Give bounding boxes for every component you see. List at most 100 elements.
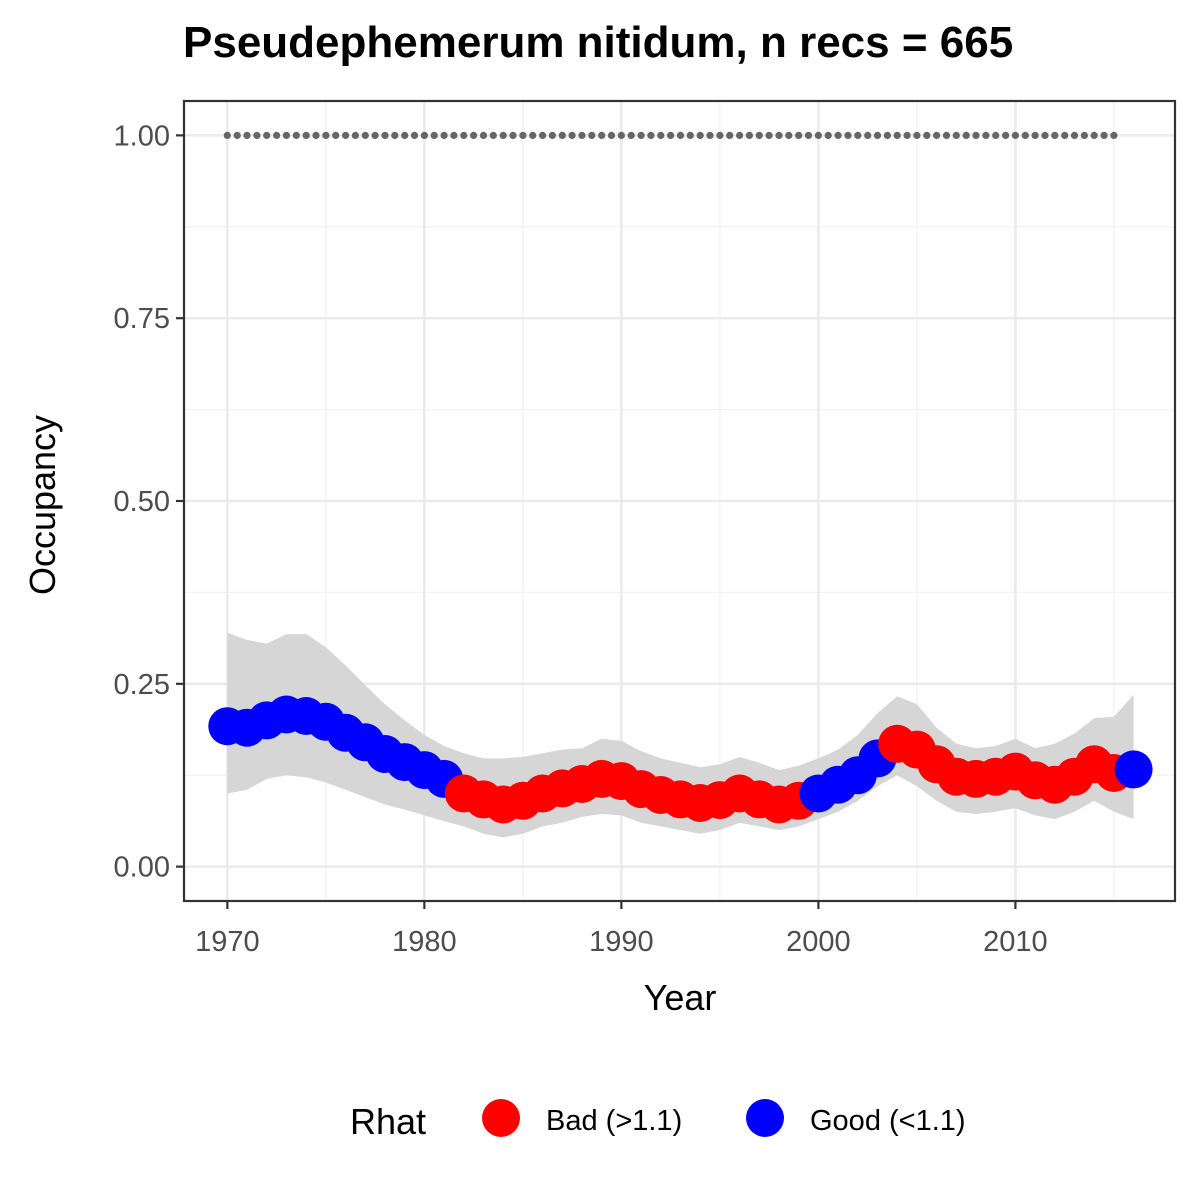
reference-dot [1021, 131, 1029, 139]
reference-dot [430, 131, 438, 139]
legend-key-good [746, 1099, 784, 1137]
reference-dot [1031, 131, 1039, 139]
reference-dot [558, 131, 566, 139]
reference-dot [539, 131, 547, 139]
reference-dot [282, 131, 290, 139]
reference-dot [322, 131, 330, 139]
x-tick-label: 2010 [983, 926, 1048, 958]
y-tick-label: 0.75 [114, 303, 170, 335]
reference-dot [302, 131, 310, 139]
reference-dot [460, 131, 468, 139]
reference-dot [233, 131, 241, 139]
legend-label-good: Good (<1.1) [810, 1105, 966, 1137]
x-axis: 1970 1980 1990 2000 2010 [195, 901, 1048, 958]
x-tick-label: 1980 [392, 926, 457, 958]
y-tick-label: 0.50 [114, 486, 170, 518]
reference-dot [578, 131, 586, 139]
reference-dot [243, 131, 251, 139]
reference-dot [736, 131, 744, 139]
reference-dot [804, 131, 813, 139]
reference-dot [391, 131, 399, 139]
reference-dot [933, 131, 941, 139]
reference-dot [844, 131, 852, 139]
reference-dot [913, 131, 921, 139]
reference-dot [795, 131, 803, 139]
reference-dot [381, 131, 389, 139]
reference-dot [312, 131, 320, 139]
reference-dot [893, 131, 901, 139]
reference-dot [617, 131, 626, 139]
reference-dot [1100, 131, 1108, 139]
legend-key-bad [482, 1099, 520, 1137]
reference-dot [785, 131, 793, 139]
reference-dot [627, 131, 635, 139]
reference-dot [607, 131, 616, 139]
reference-dot [361, 131, 369, 139]
reference-dot [450, 131, 458, 139]
reference-dot [923, 131, 931, 139]
reference-dot [410, 131, 419, 139]
reference-dot [332, 131, 340, 139]
y-axis: 0.00 0.25 0.50 0.75 1.00 [114, 120, 184, 884]
y-tick-label: 1.00 [114, 120, 170, 152]
reference-dot [765, 131, 773, 139]
reference-dot [824, 131, 832, 139]
x-axis-title: Year [644, 977, 717, 1018]
y-tick-label: 0.00 [114, 852, 170, 884]
reference-dot [253, 131, 261, 139]
reference-dot [716, 131, 724, 139]
occupancy-point-good [1114, 750, 1153, 789]
reference-dot [489, 131, 497, 139]
reference-dot [292, 131, 300, 139]
reference-dot [706, 131, 714, 139]
reference-dot [972, 131, 980, 139]
reference-dot [1090, 131, 1098, 139]
reference-dot [952, 131, 960, 139]
reference-dot [726, 131, 734, 139]
reference-dot [883, 131, 892, 139]
reference-dot [1011, 131, 1020, 139]
reference-dot [509, 131, 517, 139]
reference-dot [903, 131, 911, 139]
reference-dot [371, 131, 379, 139]
legend-title: Rhat [350, 1101, 426, 1142]
reference-dot [1002, 131, 1010, 139]
reference-dot [854, 131, 862, 139]
reference-dot [568, 131, 576, 139]
reference-dot [479, 131, 488, 139]
reference-dot [263, 131, 271, 139]
reference-dot [755, 131, 763, 139]
reference-dot [696, 131, 704, 139]
y-tick-label: 0.25 [114, 669, 170, 701]
reference-dot [1061, 131, 1069, 139]
reference-dot [499, 131, 507, 139]
reference-dot [273, 131, 281, 139]
reference-dot [686, 131, 694, 139]
reference-dot [637, 131, 645, 139]
reference-dot [1080, 131, 1088, 139]
reference-dot [548, 131, 557, 139]
reference-dot [834, 131, 842, 139]
reference-dot [529, 131, 537, 139]
reference-dot [598, 131, 606, 139]
chart-title: Pseudephemerum nitidum, n recs = 665 [183, 18, 1014, 67]
reference-dot [962, 131, 970, 139]
reference-dot [745, 131, 754, 139]
reference-dot [1041, 131, 1049, 139]
y-axis-title: Occupancy [22, 415, 63, 595]
reference-dot [401, 131, 409, 139]
reference-dot [657, 131, 665, 139]
reference-dot [676, 131, 685, 139]
x-tick-label: 1990 [589, 926, 654, 958]
reference-dot [864, 131, 872, 139]
reference-line-layer [223, 131, 1118, 139]
reference-dot [223, 131, 231, 139]
reference-dot [519, 131, 527, 139]
reference-dot [992, 131, 1000, 139]
reference-dot [351, 131, 359, 139]
x-tick-label: 1970 [195, 926, 260, 958]
occupancy-points-layer [208, 695, 1153, 824]
reference-dot [982, 131, 990, 139]
legend: Rhat Bad (>1.1) Good (<1.1) [350, 1099, 966, 1142]
